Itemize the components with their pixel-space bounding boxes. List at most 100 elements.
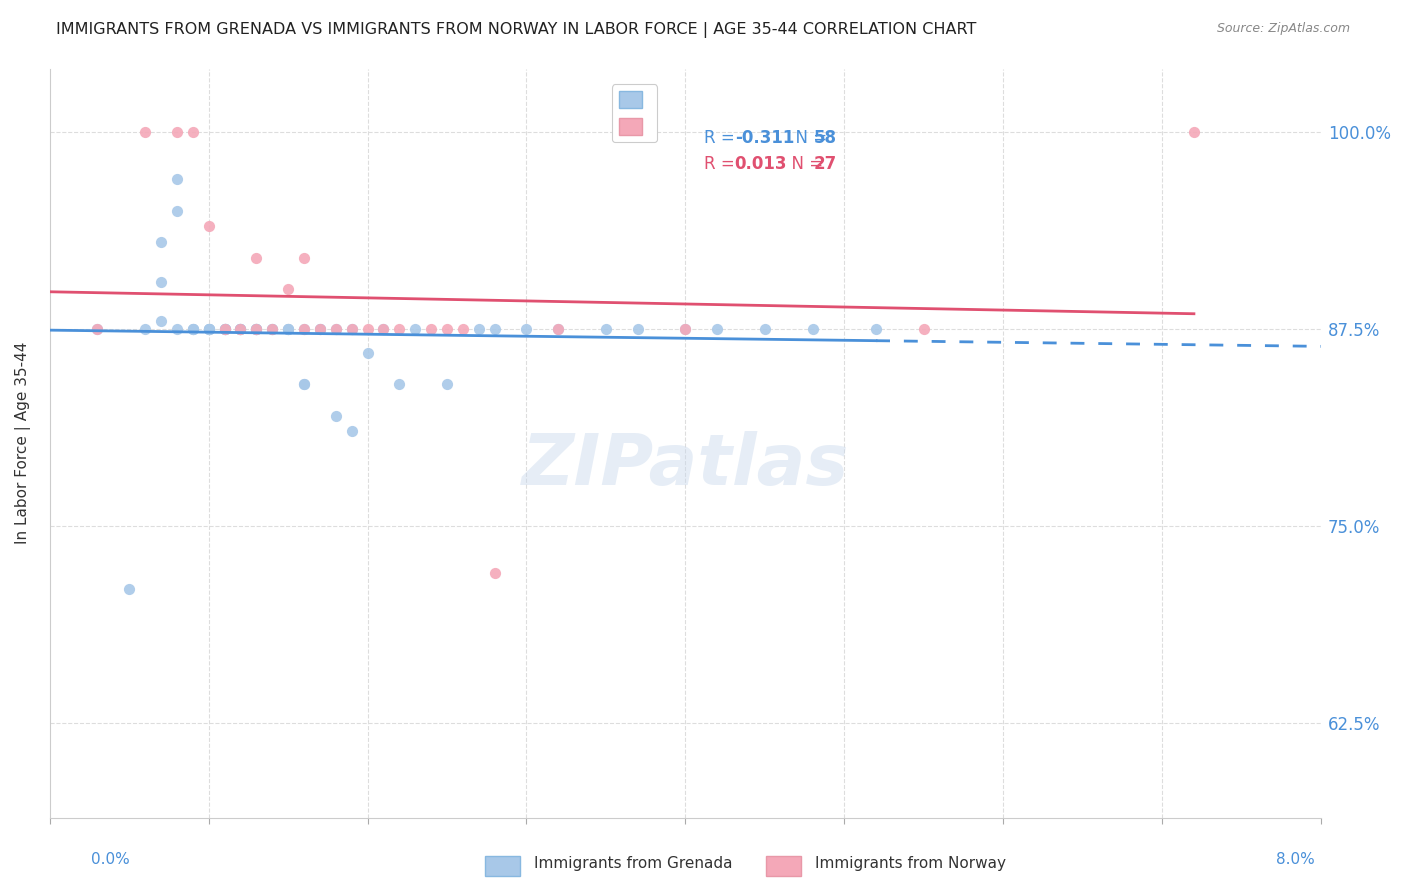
Point [214,322,236,336]
Text: 27: 27 [813,155,837,173]
Point [436,322,458,336]
Text: R =: R = [703,129,740,147]
Point [865,322,887,336]
Point [627,322,650,336]
Point [229,322,252,336]
Point [181,125,204,139]
Point [595,322,617,336]
Point [340,322,363,336]
Text: N =: N = [780,155,828,173]
Point [340,425,363,439]
Point [214,322,236,336]
Point [277,322,299,336]
Point [1182,125,1205,139]
Point [197,322,219,336]
Text: 58: 58 [813,129,837,147]
Point [262,322,284,336]
Point [277,322,299,336]
Point [292,251,315,265]
Point [134,322,156,336]
Point [245,322,267,336]
Point [388,322,411,336]
Point [451,322,474,336]
Point [166,172,188,186]
Point [245,322,267,336]
Point [262,322,284,336]
Point [245,322,267,336]
Point [547,322,569,336]
Point [214,322,236,336]
Point [292,322,315,336]
Point [118,582,141,596]
Point [229,322,252,336]
Text: ZIPatlas: ZIPatlas [522,431,849,500]
Point [245,322,267,336]
Point [673,322,696,336]
Point [309,322,332,336]
Point [912,322,935,336]
Point [262,322,284,336]
Point [150,235,173,249]
Text: 0.013: 0.013 [734,155,787,173]
Point [356,322,378,336]
Point [277,282,299,296]
Point [436,377,458,392]
Text: Immigrants from Grenada: Immigrants from Grenada [534,856,733,871]
Text: Source: ZipAtlas.com: Source: ZipAtlas.com [1216,22,1350,36]
Point [484,322,506,336]
Point [245,251,267,265]
Point [420,322,443,336]
Point [484,566,506,581]
Point [292,322,315,336]
Text: Immigrants from Norway: Immigrants from Norway [815,856,1007,871]
Point [214,322,236,336]
Point [166,125,188,139]
Point [181,322,204,336]
Y-axis label: In Labor Force | Age 35-44: In Labor Force | Age 35-44 [15,342,31,544]
Point [673,322,696,336]
Point [197,219,219,234]
Point [214,322,236,336]
Point [801,322,824,336]
Point [356,345,378,359]
Point [373,322,395,336]
Point [166,203,188,218]
Point [197,322,219,336]
Text: IMMIGRANTS FROM GRENADA VS IMMIGRANTS FROM NORWAY IN LABOR FORCE | AGE 35-44 COR: IMMIGRANTS FROM GRENADA VS IMMIGRANTS FR… [56,22,977,38]
Point [292,377,315,392]
Point [404,322,426,336]
Point [134,125,156,139]
Point [197,322,219,336]
Point [547,322,569,336]
Point [181,322,204,336]
Point [325,322,347,336]
Point [325,409,347,423]
Point [515,322,537,336]
Legend: , : , [612,85,657,143]
Point [292,377,315,392]
Point [309,322,332,336]
Point [166,322,188,336]
Point [150,314,173,328]
Point [229,322,252,336]
Point [197,322,219,336]
Point [468,322,491,336]
Point [340,322,363,336]
Point [309,322,332,336]
Text: 0.0%: 0.0% [91,852,131,867]
Point [229,322,252,336]
Point [277,322,299,336]
Point [150,275,173,289]
Point [229,322,252,336]
Point [325,322,347,336]
Text: N =: N = [785,129,832,147]
Text: R =: R = [703,155,740,173]
Point [754,322,776,336]
Point [373,322,395,336]
Point [86,322,108,336]
Point [86,322,108,336]
Text: 8.0%: 8.0% [1275,852,1315,867]
Point [388,377,411,392]
Point [181,322,204,336]
Point [245,322,267,336]
